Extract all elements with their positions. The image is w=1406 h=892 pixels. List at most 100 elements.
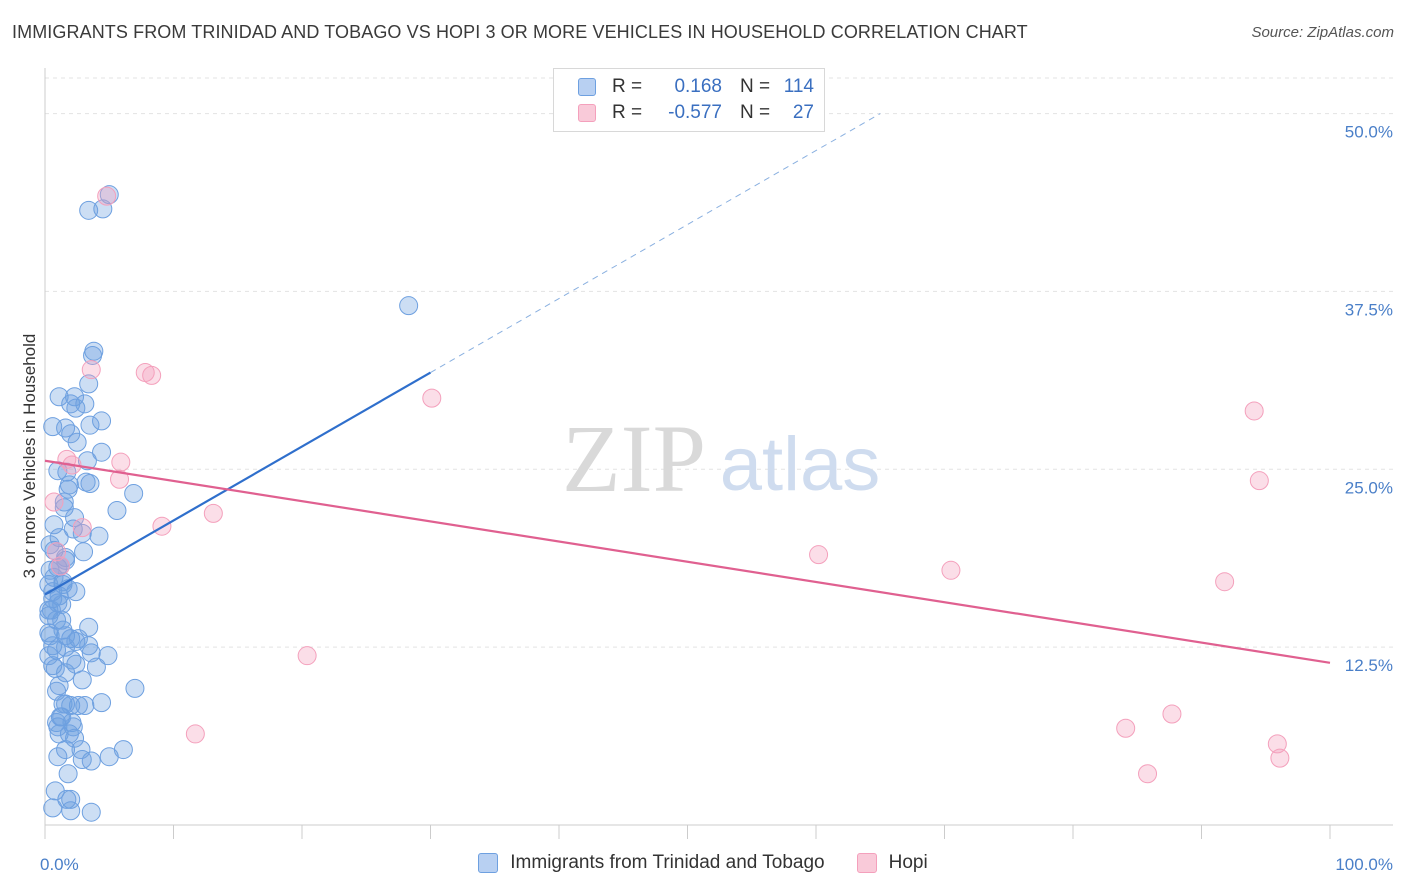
chart-title: IMMIGRANTS FROM TRINIDAD AND TOBAGO VS H…	[12, 22, 1028, 42]
legend-label-trinidad: Immigrants from Trinidad and Tobago	[510, 852, 825, 873]
trinidad-point	[79, 636, 99, 656]
hopi-point	[1244, 401, 1264, 421]
legend-swatch-pink	[578, 104, 596, 122]
x-tick-label: 100.0%	[1335, 855, 1393, 874]
series-trinidad-points	[39, 185, 419, 822]
hopi-point	[1138, 764, 1158, 784]
trinidad-point	[72, 523, 92, 543]
trinidad-point	[71, 740, 91, 760]
trendlines	[44, 113, 1331, 664]
trendline-trinidad-extended	[430, 113, 881, 373]
series-hopi-points	[44, 186, 1290, 784]
trinidad-point	[81, 643, 101, 663]
trinidad-point	[67, 432, 87, 452]
trinidad-point	[49, 676, 69, 696]
axes	[44, 68, 1393, 839]
trinidad-point	[48, 717, 68, 737]
watermark-atlas: atlas	[720, 422, 881, 507]
hopi-point	[97, 186, 117, 206]
y-tick-label: 37.5%	[1345, 300, 1393, 319]
hopi-point	[185, 724, 205, 744]
trinidad-point	[86, 657, 106, 677]
trinidad-point	[92, 442, 112, 462]
hopi-point	[81, 360, 101, 380]
legend-swatch-blue	[478, 853, 499, 873]
tick-labels: 12.5% 25.0% 37.5% 50.0% 0.0% 100.0%	[40, 123, 1393, 874]
hopi-point	[203, 503, 223, 523]
legend-n-value: 27	[792, 102, 814, 123]
x-tick-label: 0.0%	[40, 855, 79, 874]
y-axis-label: 3 or more Vehicles in Household	[20, 334, 39, 579]
trendline-trinidad	[44, 371, 432, 596]
trinidad-point	[83, 345, 103, 365]
hopi-point	[72, 518, 92, 538]
trinidad-point	[89, 526, 109, 546]
trinidad-point	[74, 542, 94, 562]
legend-r-label: R =	[612, 76, 643, 97]
legend-row-hopi: R = -0.577 N = 27	[578, 100, 814, 126]
trinidad-point	[72, 670, 92, 690]
hopi-point	[142, 365, 162, 385]
trinidad-point	[124, 483, 144, 503]
trinidad-point	[45, 781, 65, 801]
trinidad-point	[56, 626, 76, 646]
correlation-legend: R = 0.168 N = 114 R = -0.577 N = 27	[553, 68, 825, 132]
trinidad-point	[61, 801, 81, 821]
hopi-point	[1215, 572, 1235, 592]
trinidad-point	[54, 498, 74, 518]
y-tick-label: 25.0%	[1345, 478, 1393, 497]
hopi-point	[809, 545, 829, 565]
legend-item-trinidad[interactable]: Immigrants from Trinidad and Tobago	[478, 852, 825, 874]
legend-r-value: 0.168	[674, 76, 722, 97]
trinidad-point	[56, 637, 76, 657]
trinidad-point	[54, 492, 74, 512]
series-legend: Immigrants from Trinidad and Tobago Hopi	[0, 852, 1406, 874]
hopi-point	[297, 646, 317, 666]
watermark-zip: ZIP	[562, 405, 706, 512]
trinidad-point	[45, 658, 65, 678]
legend-n-label: N =	[740, 76, 771, 97]
trinidad-point	[52, 707, 72, 727]
trinidad-point	[39, 623, 59, 643]
trinidad-point	[48, 747, 68, 767]
hopi-point	[110, 469, 130, 489]
trinidad-point	[107, 501, 127, 521]
trinidad-point	[48, 593, 68, 613]
hopi-point	[1249, 471, 1269, 491]
legend-n-label: N =	[740, 102, 771, 123]
trinidad-point	[92, 693, 112, 713]
trinidad-point	[125, 678, 145, 698]
y-tick-label: 12.5%	[1345, 656, 1393, 675]
trinidad-point	[79, 200, 99, 220]
hopi-point	[44, 492, 64, 512]
trendline-hopi	[44, 459, 1331, 664]
y-tick-label: 50.0%	[1345, 123, 1393, 142]
hopi-point	[50, 556, 70, 576]
legend-n-value: 114	[783, 76, 814, 97]
source-label: Source: ZipAtlas.com	[1251, 24, 1394, 41]
trinidad-point	[98, 646, 118, 666]
trinidad-point	[44, 515, 64, 535]
legend-r-value: -0.577	[668, 102, 722, 123]
legend-item-hopi[interactable]: Hopi	[856, 852, 928, 874]
trinidad-point	[43, 656, 63, 676]
trinidad-point	[44, 567, 64, 587]
hopi-point	[1116, 718, 1136, 738]
grid-lines	[45, 77, 1393, 648]
trinidad-point	[66, 398, 86, 418]
trinidad-point	[56, 740, 76, 760]
trinidad-point	[93, 199, 113, 219]
trinidad-point	[113, 740, 133, 760]
trinidad-point	[58, 764, 78, 784]
trinidad-point	[81, 802, 101, 822]
trinidad-point	[49, 387, 69, 407]
watermark: ZIP atlas	[562, 405, 880, 512]
trinidad-point	[79, 374, 99, 394]
trinidad-point	[77, 451, 97, 471]
hopi-point	[47, 542, 67, 562]
trinidad-point	[66, 631, 86, 651]
hopi-point	[1270, 748, 1290, 768]
trinidad-point	[43, 417, 63, 437]
trinidad-point	[59, 475, 79, 495]
